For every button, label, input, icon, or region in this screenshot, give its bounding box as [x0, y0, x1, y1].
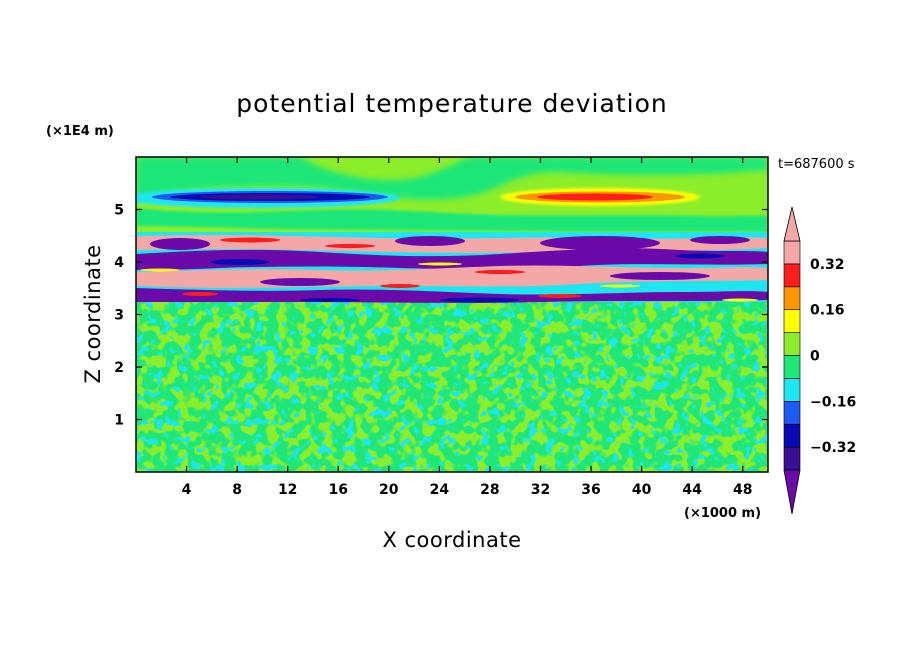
blue-streak: [440, 297, 520, 303]
band-purple-1: [136, 248, 768, 270]
colorbar-min-arrow: [783, 469, 801, 515]
x-tick-label: 8: [232, 482, 242, 498]
purple-blob: [690, 236, 750, 244]
red-streak: [325, 244, 375, 248]
y-axis-label: Z coordinate: [81, 244, 105, 383]
upper-cold-core: [200, 194, 320, 200]
x-unit-label: (×1000 m): [684, 506, 761, 521]
x-tick-label: 40: [632, 482, 652, 498]
chart-title: potential temperature deviation: [236, 89, 667, 118]
blue-streak: [210, 259, 270, 265]
x-axis-label: X coordinate: [382, 528, 521, 552]
x-tick-label: 4: [182, 482, 192, 498]
colorbar-swatch: [783, 378, 801, 402]
x-tick-label: 12: [278, 482, 297, 498]
y-tick-label: 2: [114, 360, 124, 376]
x-tick-label: 48: [733, 482, 752, 498]
colorbar-tick-label: 0.32: [810, 257, 845, 273]
band-purple-blobs: [150, 236, 750, 286]
y-axis-ticks: 1 2 3 4 5: [114, 203, 768, 429]
colorbar: 0.32 0.16 0 −0.16 −0.32: [783, 206, 856, 515]
red-streak: [220, 237, 280, 243]
colorbar-tick-label: −0.32: [810, 440, 856, 456]
x-tick-label: 16: [328, 482, 347, 498]
colorbar-swatch: [783, 263, 801, 288]
upper-warm-anomaly: [537, 193, 653, 201]
red-streak: [475, 270, 525, 274]
time-label: t=687600 s: [778, 157, 855, 172]
colorbar-tick-label: 0: [810, 349, 820, 365]
upper-green-belt: [136, 208, 768, 232]
blue-streak: [300, 298, 360, 302]
colorbar-swatch: [783, 446, 801, 471]
red-streak: [182, 292, 218, 296]
colorbar-tick-label: −0.16: [810, 394, 856, 410]
x-tick-label: 24: [430, 482, 450, 498]
upper-green-wave: [136, 157, 768, 200]
yellow-streak: [600, 284, 640, 288]
yellow-streak: [418, 262, 462, 266]
colorbar-swatch: [783, 309, 801, 333]
colorbar-swatch: [783, 400, 801, 425]
y-tick-label: 5: [114, 203, 124, 219]
purple-blob: [260, 278, 340, 286]
band-purple-2: [136, 288, 768, 303]
band-blue-streaks: [210, 253, 725, 303]
colorbar-swatch: [783, 240, 801, 265]
x-tick-label: 32: [531, 482, 550, 498]
red-streak: [380, 284, 420, 288]
x-tick-label: 36: [581, 482, 600, 498]
purple-blob: [610, 272, 710, 280]
purple-blob: [540, 236, 660, 250]
x-axis-ticks: 4 8 12 16 20 24 28 32 36 40 44 48: [182, 157, 752, 498]
x-tick-label: 28: [480, 482, 499, 498]
colorbar-swatch: [783, 332, 801, 356]
heatmap-field: [136, 157, 768, 472]
colorbar-tick-label: 0.16: [810, 303, 845, 319]
colorbar-swatch: [783, 355, 801, 379]
y-unit-label: (×1E4 m): [46, 124, 114, 139]
band-red-streaks: [182, 237, 582, 298]
blue-streak: [675, 253, 725, 259]
purple-blob: [150, 238, 210, 250]
yellow-streak: [722, 298, 758, 302]
y-tick-label: 3: [114, 308, 124, 324]
yellow-streak: [140, 268, 180, 272]
colorbar-swatch: [783, 286, 801, 310]
red-streak: [538, 294, 582, 298]
colorbar-swatch: [783, 423, 801, 448]
purple-blob: [395, 236, 465, 246]
x-tick-label: 20: [379, 482, 399, 498]
y-tick-label: 4: [114, 255, 124, 271]
band-yellow-streaks: [140, 262, 758, 302]
y-tick-label: 1: [114, 413, 124, 429]
lower-noise-texture-cyan: [136, 300, 768, 472]
x-tick-label: 44: [682, 482, 702, 498]
colorbar-max-arrow: [783, 206, 801, 242]
